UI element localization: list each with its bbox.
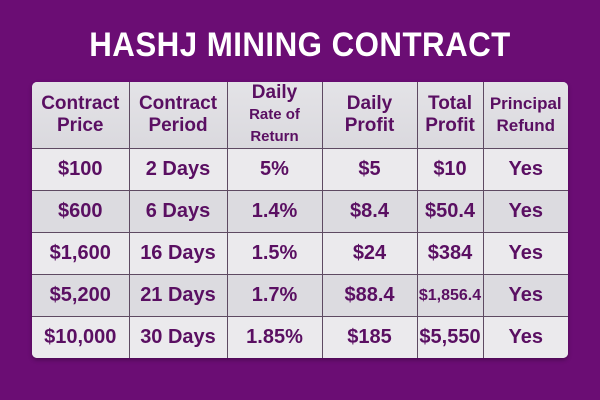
header-line: Daily xyxy=(346,93,393,114)
cell-daily-profit: $88.4 xyxy=(321,274,418,317)
cell-price: $10,000 xyxy=(32,316,130,358)
cell-refund: Yes xyxy=(482,316,568,358)
cell-price: $1,600 xyxy=(32,232,130,275)
header-line: Period xyxy=(148,115,208,136)
header-total-profit: Total Profit xyxy=(416,82,484,149)
header-line: Profit xyxy=(344,115,395,136)
header-line: Refund xyxy=(496,116,556,135)
cell-period: 16 Days xyxy=(128,232,228,275)
cell-price: $5,200 xyxy=(32,274,130,317)
cell-total-profit: $5,550 xyxy=(416,316,484,358)
header-principal-refund: Principal Refund xyxy=(482,82,568,149)
header-line: Contract xyxy=(138,93,218,114)
cell-period: 2 Days xyxy=(128,148,228,191)
table-row: $10,000 30 Days 1.85% $185 $5,550 Yes xyxy=(32,316,568,358)
cell-price: $600 xyxy=(32,190,130,233)
header-line: Profit xyxy=(425,115,475,136)
header-line: Rate of Return xyxy=(249,106,300,145)
header-daily-rate: Daily Rate of Return xyxy=(226,82,323,149)
header-line: Principal xyxy=(489,94,562,113)
header-daily-profit: Daily Profit xyxy=(321,82,418,149)
cell-refund: Yes xyxy=(482,232,568,275)
table-row: $600 6 Days 1.4% $8.4 $50.4 Yes xyxy=(32,190,568,233)
cell-rate: 1.7% xyxy=(226,274,323,317)
cell-total-profit: $1,856.4 xyxy=(416,274,484,317)
cell-daily-profit: $5 xyxy=(321,148,418,191)
table-row: $1,600 16 Days 1.5% $24 $384 Yes xyxy=(32,232,568,275)
header-line: Daily xyxy=(251,82,298,103)
cell-daily-profit: $185 xyxy=(321,316,418,358)
page-title: HASHJ MINING CONTRACT xyxy=(89,26,511,64)
table-header-row: Contract Price Contract Period Daily Rate o… xyxy=(32,82,568,149)
header-line: Price xyxy=(57,115,104,136)
cell-total-profit: $10 xyxy=(416,148,484,191)
header-contract-price: Contract Price xyxy=(32,82,130,149)
cell-refund: Yes xyxy=(482,148,568,191)
cell-rate: 1.85% xyxy=(226,316,323,358)
cell-refund: Yes xyxy=(482,274,568,317)
cell-period: 30 Days xyxy=(128,316,228,358)
header-contract-period: Contract Period xyxy=(128,82,228,149)
header-line: Total xyxy=(428,93,472,114)
cell-refund: Yes xyxy=(482,190,568,233)
cell-total-profit: $384 xyxy=(416,232,484,275)
table-row: $100 2 Days 5% $5 $10 Yes xyxy=(32,148,568,191)
header-line: Contract xyxy=(41,93,120,114)
cell-rate: 5% xyxy=(226,148,323,191)
cell-rate: 1.5% xyxy=(226,232,323,275)
cell-period: 6 Days xyxy=(128,190,228,233)
cell-price: $100 xyxy=(32,148,130,191)
cell-daily-profit: $24 xyxy=(321,232,418,275)
cell-rate: 1.4% xyxy=(226,190,323,233)
cell-period: 21 Days xyxy=(128,274,228,317)
cell-total-profit: $50.4 xyxy=(416,190,484,233)
contract-table: Contract Price Contract Period Daily Rate o… xyxy=(32,82,568,358)
cell-daily-profit: $8.4 xyxy=(321,190,418,233)
table-row: $5,200 21 Days 1.7% $88.4 $1,856.4 Yes xyxy=(32,274,568,317)
